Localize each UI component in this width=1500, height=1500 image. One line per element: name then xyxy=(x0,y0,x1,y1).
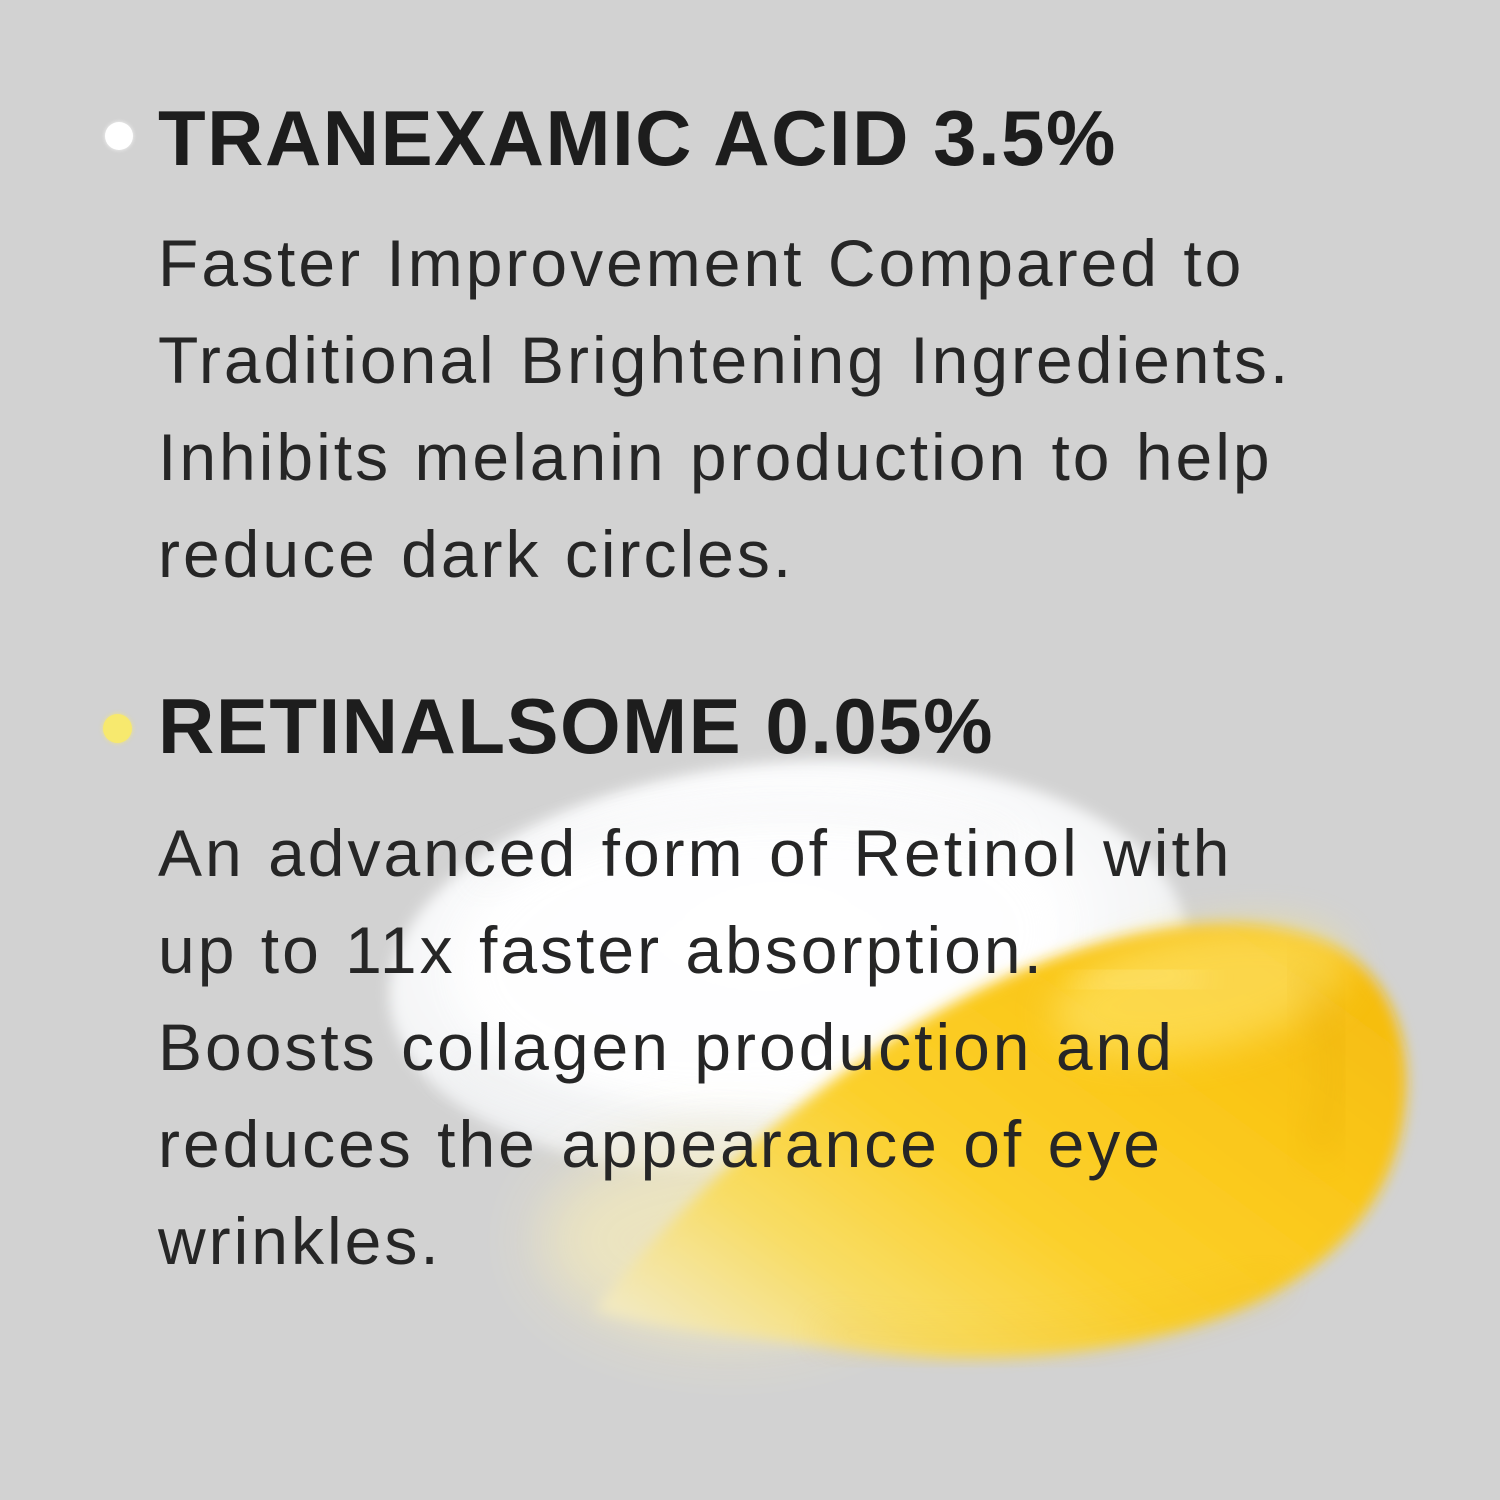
bullet-dot-icon xyxy=(103,714,132,743)
ingredient-description-line: reduces the appearance of eye xyxy=(158,1107,1163,1181)
ingredient-description-line: up to 11x faster absorption. xyxy=(158,913,1045,987)
ingredient-heading: TRANEXAMIC ACID 3.5% xyxy=(158,94,1117,182)
ingredient-description-line: Faster Improvement Compared to xyxy=(158,226,1245,300)
yellow-cream-swatch xyxy=(540,923,1407,1359)
ingredient-description-line: Inhibits melanin production to help xyxy=(158,420,1273,494)
ingredient-description-line: reduce dark circles. xyxy=(158,517,795,591)
ingredient-description: An advanced form of Retinol with up to 1… xyxy=(158,805,1233,1290)
ingredient-description-line: Boosts collagen production and xyxy=(158,1010,1175,1084)
ingredient-description-line: An advanced form of Retinol with xyxy=(158,816,1233,890)
ingredient-description: Faster Improvement Compared to Tradition… xyxy=(158,215,1291,603)
bullet-dot-icon xyxy=(105,122,133,150)
ingredient-description-line: Traditional Brightening Ingredients. xyxy=(158,323,1292,397)
ingredient-heading: RETINALSOME 0.05% xyxy=(158,682,995,770)
ingredient-description-line: wrinkles. xyxy=(158,1204,442,1278)
